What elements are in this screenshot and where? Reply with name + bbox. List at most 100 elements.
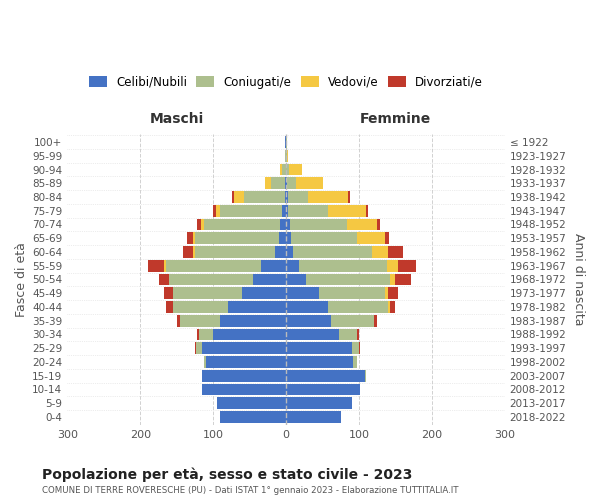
Bar [319,288,385,299]
Bar [279,232,286,244]
Bar [201,218,203,230]
Bar [216,205,220,216]
Bar [348,191,350,203]
Bar [213,205,216,216]
Bar [284,191,286,203]
Bar [242,288,286,299]
Bar [290,218,347,230]
Bar [293,246,372,258]
Bar [203,218,280,230]
Bar [166,301,173,313]
Bar [338,328,357,340]
Bar [388,301,389,313]
Bar [286,301,328,313]
Legend: Celibi/Nubili, Coniugati/e, Vedovi/e, Divorziati/e: Celibi/Nubili, Coniugati/e, Vedovi/e, Di… [89,76,483,88]
Bar [181,315,220,326]
Bar [286,288,319,299]
Bar [288,205,328,216]
Bar [291,232,357,244]
Bar [233,191,244,203]
Bar [232,191,233,203]
Bar [286,328,338,340]
Bar [244,191,284,203]
Bar [275,246,286,258]
Bar [385,232,389,244]
Bar [159,274,169,285]
Text: Femmine: Femmine [360,112,431,126]
Bar [286,370,365,382]
Bar [283,205,286,216]
Bar [296,178,323,189]
Bar [286,150,287,162]
Bar [386,260,398,272]
Bar [193,246,195,258]
Bar [331,315,374,326]
Bar [169,274,253,285]
Bar [352,342,359,354]
Bar [176,315,181,326]
Bar [287,150,288,162]
Bar [287,178,296,189]
Bar [173,301,228,313]
Bar [286,274,307,285]
Bar [391,274,395,285]
Bar [213,328,286,340]
Bar [286,232,291,244]
Bar [202,384,286,395]
Bar [195,342,196,354]
Bar [286,218,290,230]
Bar [220,205,283,216]
Bar [148,260,164,272]
Bar [286,136,287,148]
Text: COMUNE DI TERRE ROVERESCHE (PU) - Dati ISTAT 1° gennaio 2023 - Elaborazione TUTT: COMUNE DI TERRE ROVERESCHE (PU) - Dati I… [42,486,458,495]
Bar [287,191,308,203]
Bar [195,232,279,244]
Bar [187,232,193,244]
Bar [286,315,331,326]
Text: Maschi: Maschi [149,112,204,126]
Bar [286,398,352,409]
Bar [374,315,377,326]
Bar [366,205,368,216]
Bar [228,301,286,313]
Bar [395,274,411,285]
Bar [389,301,395,313]
Bar [286,205,288,216]
Bar [299,260,386,272]
Bar [377,218,380,230]
Bar [365,370,366,382]
Bar [286,356,353,368]
Bar [385,288,388,299]
Bar [205,356,206,368]
Bar [265,178,271,189]
Bar [328,205,366,216]
Bar [193,232,195,244]
Bar [173,288,242,299]
Bar [398,260,416,272]
Bar [260,260,286,272]
Bar [372,246,388,258]
Bar [280,218,286,230]
Bar [286,246,293,258]
Bar [283,164,286,175]
Bar [357,328,359,340]
Bar [253,274,286,285]
Bar [286,191,287,203]
Bar [308,191,348,203]
Bar [197,328,199,340]
Bar [182,246,193,258]
Bar [217,398,286,409]
Y-axis label: Fasce di età: Fasce di età [15,242,28,317]
Bar [202,342,286,354]
Bar [353,356,357,368]
Bar [359,342,361,354]
Bar [286,411,341,422]
Bar [220,411,286,422]
Bar [220,315,286,326]
Bar [195,246,275,258]
Bar [199,328,213,340]
Bar [307,274,391,285]
Bar [328,301,388,313]
Bar [286,342,352,354]
Bar [166,260,260,272]
